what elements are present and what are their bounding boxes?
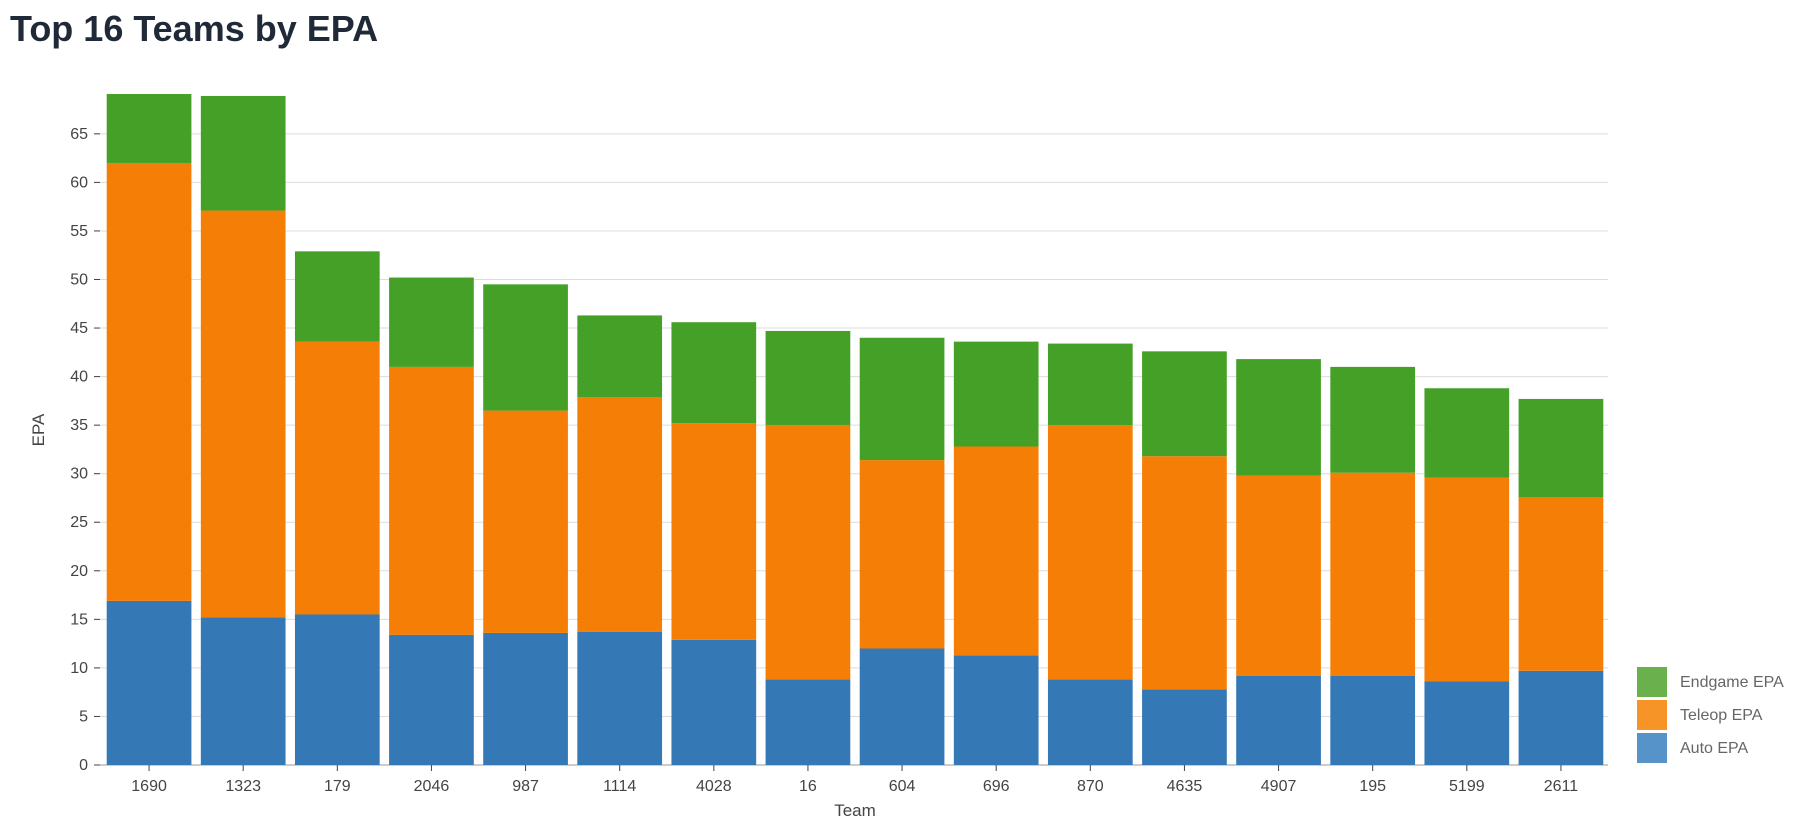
y-tick-label: 15 bbox=[70, 611, 88, 628]
bar-segment-auto-epa[interactable] bbox=[1518, 670, 1604, 765]
bar-segment-auto-epa[interactable] bbox=[483, 632, 568, 765]
bar-segment-teleop-epa[interactable] bbox=[389, 366, 474, 635]
bar-segment-auto-epa[interactable] bbox=[859, 648, 945, 765]
x-tick-label: 4028 bbox=[696, 778, 732, 795]
bar-segment-teleop-epa[interactable] bbox=[1424, 477, 1510, 682]
bar-segment-auto-epa[interactable] bbox=[671, 639, 757, 765]
bar-segment-teleop-epa[interactable] bbox=[577, 396, 663, 632]
legend-swatch bbox=[1637, 667, 1667, 697]
x-tick-label: 2046 bbox=[414, 778, 450, 795]
legend-label: Endgame EPA bbox=[1680, 674, 1784, 691]
bar-segment-endgame-epa[interactable] bbox=[671, 322, 757, 424]
y-tick-label: 65 bbox=[70, 126, 88, 143]
legend-label: Auto EPA bbox=[1680, 740, 1749, 757]
bar-segment-endgame-epa[interactable] bbox=[1047, 343, 1133, 426]
y-tick-label: 40 bbox=[70, 369, 88, 386]
bar-segment-auto-epa[interactable] bbox=[577, 631, 663, 765]
bar-segment-endgame-epa[interactable] bbox=[1424, 388, 1510, 478]
bar-segment-auto-epa[interactable] bbox=[200, 617, 286, 765]
bars bbox=[106, 94, 1604, 765]
y-tick-label: 35 bbox=[70, 417, 88, 434]
x-tick-label: 604 bbox=[889, 778, 916, 795]
legend-swatch bbox=[1637, 733, 1667, 763]
x-tick-label: 195 bbox=[1359, 778, 1386, 795]
x-tick-label: 987 bbox=[512, 778, 539, 795]
x-tick-label: 4907 bbox=[1261, 778, 1297, 795]
bar-segment-teleop-epa[interactable] bbox=[1330, 472, 1416, 676]
y-tick-label: 50 bbox=[70, 271, 88, 288]
legend-label: Teleop EPA bbox=[1680, 707, 1763, 724]
bar-segment-auto-epa[interactable] bbox=[294, 614, 380, 765]
y-tick-label: 55 bbox=[70, 223, 88, 240]
y-tick-label: 30 bbox=[70, 466, 88, 483]
legend-swatch bbox=[1637, 700, 1667, 730]
y-tick-label: 45 bbox=[70, 320, 88, 337]
x-tick-label: 696 bbox=[983, 778, 1010, 795]
bar-segment-endgame-epa[interactable] bbox=[106, 94, 192, 163]
x-tick-label: 2611 bbox=[1544, 778, 1579, 795]
y-tick-label: 10 bbox=[70, 660, 88, 677]
bar-segment-endgame-epa[interactable] bbox=[200, 95, 286, 211]
bar-segment-auto-epa[interactable] bbox=[765, 679, 851, 765]
bar-segment-teleop-epa[interactable] bbox=[1236, 475, 1321, 676]
bar-segment-endgame-epa[interactable] bbox=[294, 251, 380, 342]
bar-segment-endgame-epa[interactable] bbox=[1236, 359, 1321, 476]
bar-segment-endgame-epa[interactable] bbox=[765, 330, 851, 426]
bar-segment-auto-epa[interactable] bbox=[1424, 681, 1510, 765]
y-axis-title: EPA bbox=[29, 413, 48, 446]
x-axis: 1690 1323 179 2046 987 1114 4028 16 604 696 870 463… bbox=[131, 765, 1578, 795]
bar-segment-endgame-epa[interactable] bbox=[1142, 351, 1227, 457]
bar-segment-endgame-epa[interactable] bbox=[1518, 398, 1604, 497]
x-tick-label: 1690 bbox=[131, 778, 167, 795]
x-tick-label: 4635 bbox=[1167, 778, 1203, 795]
y-axis: 0 5 10 15 20 25 30 35 40 45 50 55 60 65 bbox=[70, 126, 100, 774]
x-tick-label: 1114 bbox=[603, 778, 636, 795]
page-title: Top 16 Teams by EPA bbox=[10, 8, 379, 49]
bar-segment-auto-epa[interactable] bbox=[1330, 675, 1416, 765]
y-tick-label: 0 bbox=[79, 757, 88, 774]
y-tick-label: 25 bbox=[70, 514, 88, 531]
bar-segment-auto-epa[interactable] bbox=[106, 600, 192, 765]
bar-segment-teleop-epa[interactable] bbox=[483, 410, 568, 633]
bar-segment-teleop-epa[interactable] bbox=[200, 210, 286, 618]
bar-segment-teleop-epa[interactable] bbox=[765, 425, 851, 680]
x-tick-label: 1323 bbox=[225, 778, 261, 795]
bar-segment-endgame-epa[interactable] bbox=[859, 337, 945, 461]
x-tick-label: 179 bbox=[324, 778, 351, 795]
x-axis-title: Team bbox=[834, 801, 876, 820]
bar-segment-teleop-epa[interactable] bbox=[953, 446, 1039, 656]
bar-segment-endgame-epa[interactable] bbox=[953, 341, 1039, 447]
x-tick-label: 5199 bbox=[1449, 778, 1485, 795]
bar-segment-teleop-epa[interactable] bbox=[1047, 425, 1133, 680]
bar-segment-teleop-epa[interactable] bbox=[671, 423, 757, 640]
bar-segment-auto-epa[interactable] bbox=[1236, 675, 1321, 765]
y-tick-label: 60 bbox=[70, 174, 88, 191]
y-tick-label: 5 bbox=[79, 708, 88, 725]
y-tick-label: 20 bbox=[70, 563, 88, 580]
bar-segment-teleop-epa[interactable] bbox=[1518, 497, 1604, 671]
bar-segment-endgame-epa[interactable] bbox=[483, 284, 568, 411]
bar-segment-teleop-epa[interactable] bbox=[859, 460, 945, 649]
bar-segment-endgame-epa[interactable] bbox=[1330, 366, 1416, 473]
bar-segment-teleop-epa[interactable] bbox=[106, 162, 192, 601]
bar-segment-teleop-epa[interactable] bbox=[294, 341, 380, 615]
bar-segment-endgame-epa[interactable] bbox=[389, 277, 474, 367]
bar-segment-teleop-epa[interactable] bbox=[1142, 456, 1227, 690]
legend: Endgame EPA Teleop EPA Auto EPA bbox=[1637, 667, 1784, 763]
bar-segment-auto-epa[interactable] bbox=[1047, 679, 1133, 765]
x-tick-label: 870 bbox=[1077, 778, 1104, 795]
bar-segment-auto-epa[interactable] bbox=[953, 655, 1039, 765]
x-tick-label: 16 bbox=[799, 778, 817, 795]
bar-segment-endgame-epa[interactable] bbox=[577, 315, 663, 397]
bar-segment-auto-epa[interactable] bbox=[1142, 689, 1227, 765]
bar-segment-auto-epa[interactable] bbox=[389, 634, 474, 765]
